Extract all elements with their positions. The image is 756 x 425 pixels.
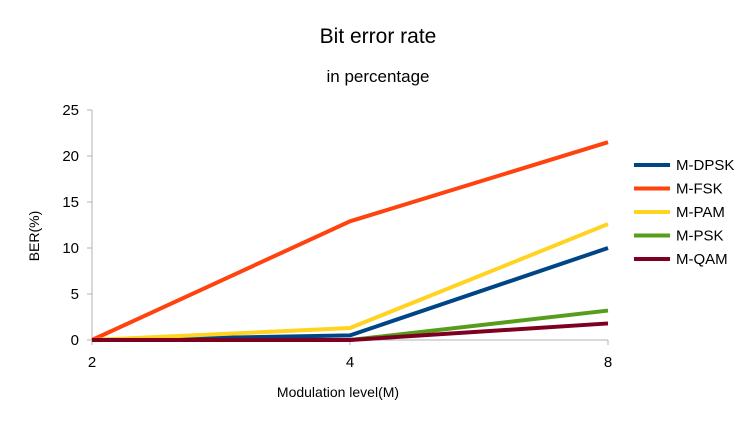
y-tick-label: 0: [71, 332, 79, 349]
y-tick-label: 15: [62, 194, 79, 211]
y-tick-label: 5: [71, 286, 79, 303]
legend-label: M-DPSK: [676, 157, 734, 174]
x-axis-ticks: 2 4 8: [88, 340, 612, 371]
y-tick-label: 20: [62, 148, 79, 165]
x-tick-label: 2: [88, 354, 96, 371]
x-tick-label: 4: [346, 354, 354, 371]
chart-subtitle: in percentage: [326, 67, 429, 86]
y-axis-ticks: 0 5 10 15 20 25: [62, 102, 92, 349]
legend: M-DPSK M-FSK M-PAM M-PSK M-QAM: [634, 157, 734, 268]
chart-title: Bit error rate: [320, 25, 437, 48]
legend-label: M-PAM: [676, 204, 725, 221]
series-line-m-pam: [91, 222, 609, 342]
y-axis-label: BER(%): [26, 211, 42, 262]
series-lines: [91, 140, 609, 342]
series-line-m-qam: [92, 321, 609, 342]
x-axis-label: Modulation level(M): [277, 384, 399, 400]
y-tick-label: 10: [62, 240, 79, 257]
series-line-m-fsk: [91, 140, 609, 342]
x-tick-label: 8: [604, 354, 612, 371]
legend-label: M-FSK: [676, 181, 723, 198]
y-tick-label: 25: [62, 102, 79, 119]
legend-label: M-PSK: [676, 228, 724, 245]
legend-label: M-QAM: [676, 251, 728, 268]
